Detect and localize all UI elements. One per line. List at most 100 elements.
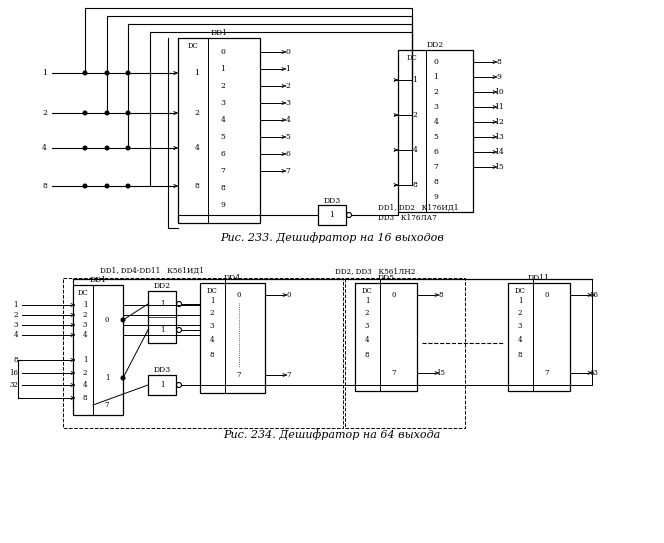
Circle shape — [126, 71, 129, 75]
Text: 2: 2 — [195, 109, 199, 117]
Text: 11: 11 — [494, 103, 504, 111]
Text: 15: 15 — [494, 163, 504, 171]
Circle shape — [83, 146, 87, 150]
Text: 9: 9 — [497, 73, 501, 81]
Bar — [318, 205, 346, 225]
Circle shape — [105, 111, 109, 115]
Text: 4: 4 — [286, 116, 290, 124]
Text: 8: 8 — [42, 182, 47, 190]
Text: 0: 0 — [220, 48, 226, 56]
Text: DD2: DD2 — [153, 282, 171, 290]
Text: DC: DC — [515, 287, 525, 295]
Text: 8: 8 — [365, 351, 369, 359]
Text: 1: 1 — [160, 326, 164, 334]
Text: DD3   К176ЛА7: DD3 К176ЛА7 — [378, 214, 437, 222]
Circle shape — [122, 318, 125, 322]
Text: DC: DC — [406, 54, 418, 62]
Text: 4: 4 — [220, 116, 226, 124]
Text: 14: 14 — [494, 148, 504, 156]
Text: 1: 1 — [518, 297, 523, 305]
Text: 8: 8 — [434, 178, 438, 186]
Text: 8: 8 — [412, 181, 418, 189]
Text: 6: 6 — [434, 148, 438, 156]
Text: 3: 3 — [518, 322, 522, 330]
Text: 2: 2 — [518, 309, 523, 317]
Bar — [200, 283, 265, 393]
Text: DD11: DD11 — [528, 274, 550, 282]
Text: 4: 4 — [365, 336, 369, 344]
Text: 9: 9 — [220, 201, 226, 209]
Text: 8: 8 — [497, 58, 501, 66]
Circle shape — [122, 376, 125, 380]
Text: 2: 2 — [220, 82, 226, 90]
Text: Рис. 233. Дешифратор на 16 выходов: Рис. 233. Дешифратор на 16 выходов — [220, 232, 444, 243]
Text: 2: 2 — [13, 311, 18, 319]
Text: 0: 0 — [392, 291, 396, 299]
Text: 1: 1 — [220, 65, 226, 73]
Text: DD1: DD1 — [210, 29, 228, 37]
Circle shape — [105, 71, 109, 75]
Text: 7: 7 — [286, 167, 290, 175]
Text: 3: 3 — [365, 322, 369, 330]
Text: 8: 8 — [83, 394, 87, 402]
Circle shape — [105, 184, 109, 188]
Text: 0: 0 — [287, 291, 291, 299]
Text: DD2, DD3   К561ЛН2: DD2, DD3 К561ЛН2 — [335, 267, 416, 275]
Bar — [148, 375, 176, 395]
Text: 2: 2 — [83, 369, 87, 377]
Text: 2: 2 — [365, 309, 369, 317]
Text: 32: 32 — [9, 381, 18, 389]
Text: 4: 4 — [518, 336, 523, 344]
Text: 10: 10 — [494, 88, 504, 96]
Bar — [345, 278, 465, 428]
Text: 4: 4 — [412, 146, 418, 154]
Text: 3: 3 — [286, 99, 291, 107]
Text: 1: 1 — [160, 381, 164, 389]
Text: 8: 8 — [210, 351, 214, 359]
Text: 15: 15 — [436, 369, 446, 377]
Text: 2: 2 — [434, 88, 438, 96]
Text: DD4: DD4 — [224, 274, 241, 282]
Text: 1: 1 — [286, 65, 290, 73]
Text: 4: 4 — [83, 381, 87, 389]
Text: 4: 4 — [210, 336, 214, 344]
Text: 4: 4 — [83, 331, 87, 339]
Text: DC: DC — [207, 287, 217, 295]
Circle shape — [126, 111, 129, 115]
Circle shape — [83, 71, 87, 75]
Bar — [355, 283, 417, 391]
Text: 4: 4 — [13, 331, 18, 339]
Text: 7: 7 — [287, 371, 291, 379]
Text: 0: 0 — [434, 58, 438, 66]
Text: 3: 3 — [434, 103, 438, 111]
Text: 3: 3 — [220, 99, 226, 107]
Text: 1: 1 — [42, 69, 47, 77]
Text: 12: 12 — [494, 118, 504, 126]
Text: DD1: DD1 — [90, 276, 106, 284]
Bar — [73, 285, 123, 415]
Text: Рис. 234. Дешифратор на 64 выхода: Рис. 234. Дешифратор на 64 выхода — [223, 430, 441, 440]
Text: 1: 1 — [83, 301, 87, 309]
Text: 1: 1 — [365, 297, 369, 305]
Text: DD2: DD2 — [427, 41, 444, 49]
Text: 2: 2 — [412, 111, 418, 119]
Text: 2: 2 — [286, 82, 290, 90]
Text: 63: 63 — [590, 369, 598, 377]
Bar — [178, 38, 260, 223]
Text: 1: 1 — [105, 374, 110, 382]
Text: 4: 4 — [195, 144, 199, 152]
Text: 3: 3 — [210, 322, 214, 330]
Bar — [63, 278, 343, 428]
Bar — [148, 291, 176, 343]
Text: 1: 1 — [329, 211, 335, 219]
Circle shape — [105, 146, 109, 150]
Text: 1: 1 — [83, 356, 87, 364]
Text: 1: 1 — [210, 297, 214, 305]
Text: 8: 8 — [439, 291, 444, 299]
Bar — [508, 283, 570, 391]
Text: 5: 5 — [220, 133, 226, 141]
Text: 7: 7 — [105, 401, 110, 409]
Text: 7: 7 — [544, 369, 549, 377]
Text: 0: 0 — [105, 316, 110, 324]
Text: 56: 56 — [590, 291, 598, 299]
